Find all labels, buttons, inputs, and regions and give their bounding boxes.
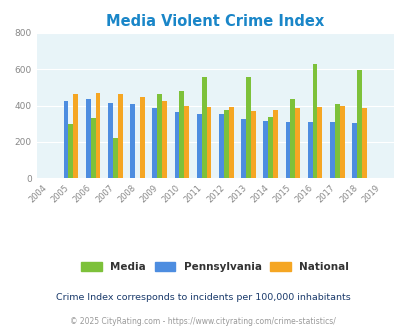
Bar bbox=[174, 112, 179, 178]
Bar bbox=[206, 108, 211, 178]
Bar bbox=[334, 104, 339, 178]
Bar bbox=[85, 99, 90, 178]
Bar bbox=[140, 96, 145, 178]
Bar bbox=[152, 108, 157, 178]
Bar bbox=[201, 77, 206, 178]
Bar bbox=[273, 110, 277, 178]
Bar bbox=[223, 110, 228, 178]
Bar bbox=[290, 99, 294, 178]
Bar bbox=[356, 70, 361, 178]
Bar bbox=[162, 101, 166, 178]
Bar bbox=[108, 103, 113, 178]
Text: Crime Index corresponds to incidents per 100,000 inhabitants: Crime Index corresponds to incidents per… bbox=[55, 292, 350, 302]
Title: Media Violent Crime Index: Media Violent Crime Index bbox=[106, 14, 324, 29]
Bar bbox=[73, 94, 78, 178]
Bar bbox=[68, 124, 73, 178]
Bar bbox=[218, 114, 223, 178]
Bar bbox=[157, 94, 162, 178]
Bar bbox=[307, 122, 312, 178]
Bar bbox=[184, 106, 189, 178]
Bar bbox=[179, 91, 184, 178]
Bar bbox=[196, 114, 201, 178]
Bar bbox=[228, 108, 233, 178]
Bar bbox=[250, 111, 255, 178]
Bar bbox=[294, 108, 299, 178]
Bar bbox=[64, 101, 68, 178]
Bar bbox=[95, 93, 100, 178]
Bar bbox=[90, 118, 95, 178]
Bar bbox=[113, 138, 117, 178]
Bar bbox=[117, 94, 122, 178]
Bar bbox=[263, 121, 268, 178]
Bar bbox=[312, 64, 317, 178]
Bar bbox=[317, 108, 322, 178]
Bar bbox=[241, 119, 245, 178]
Bar bbox=[339, 106, 344, 178]
Bar bbox=[351, 123, 356, 178]
Legend: Media, Pennsylvania, National: Media, Pennsylvania, National bbox=[78, 259, 351, 276]
Bar bbox=[361, 108, 366, 178]
Bar bbox=[268, 117, 273, 178]
Bar bbox=[245, 77, 250, 178]
Bar bbox=[329, 122, 334, 178]
Bar bbox=[130, 104, 135, 178]
Text: © 2025 CityRating.com - https://www.cityrating.com/crime-statistics/: © 2025 CityRating.com - https://www.city… bbox=[70, 317, 335, 326]
Bar bbox=[285, 122, 290, 178]
